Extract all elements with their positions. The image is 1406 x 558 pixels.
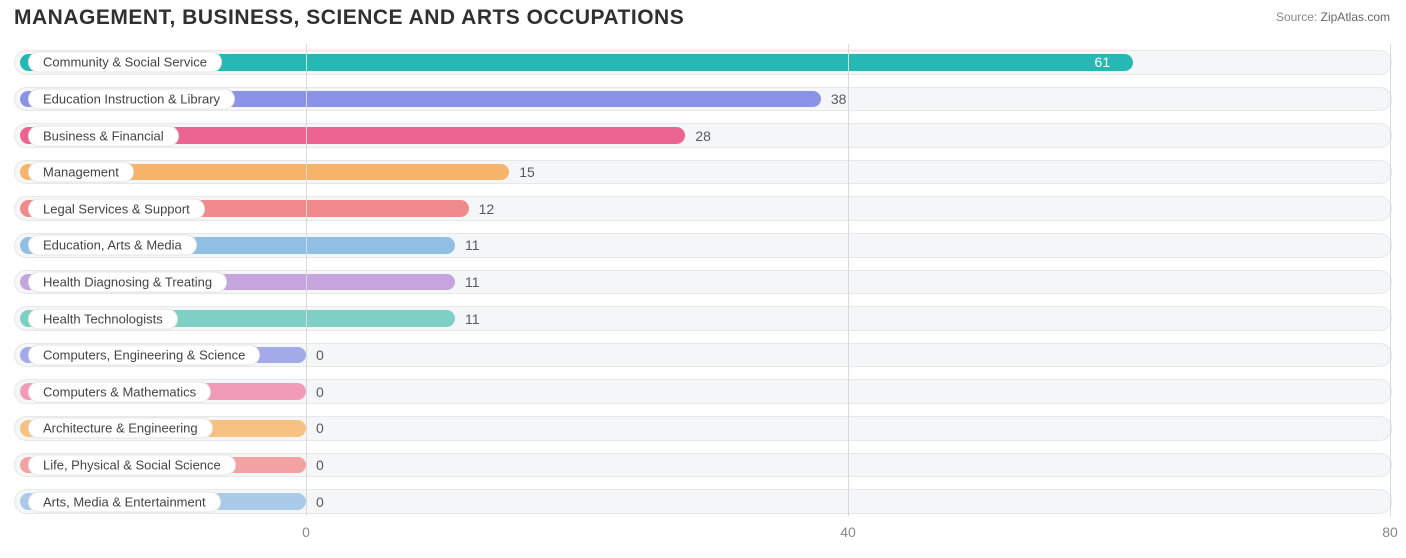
bar-category-label: Life, Physical & Social Science	[28, 455, 236, 476]
bar-category-label: Computers, Engineering & Science	[28, 345, 260, 366]
bar-category-label: Community & Social Service	[28, 52, 222, 73]
bar-row: Health Diagnosing & Treating 11	[14, 268, 1392, 297]
grid-line	[1390, 44, 1391, 516]
bar-value-label: 38	[831, 91, 847, 107]
grid-line	[306, 44, 307, 516]
bar-container: Community & Social Service 61 Education In…	[14, 48, 1392, 516]
bar-value-label: 0	[316, 347, 324, 363]
bar-row: Architecture & Engineering 0	[14, 414, 1392, 443]
bar-row: Computers & Mathematics 0	[14, 377, 1392, 406]
bar-row: Computers, Engineering & Science 0	[14, 341, 1392, 370]
x-tick-label: 80	[1382, 524, 1398, 540]
bar-category-label: Education, Arts & Media	[28, 235, 197, 256]
bar-category-label: Education Instruction & Library	[28, 88, 235, 109]
bar-row: Health Technologists 11	[14, 304, 1392, 333]
x-tick-label: 40	[840, 524, 856, 540]
chart-area: Community & Social Service 61 Education In…	[14, 44, 1392, 544]
x-tick-label: 0	[302, 524, 310, 540]
bar-category-label: Health Diagnosing & Treating	[28, 271, 227, 292]
bar-row: Arts, Media & Entertainment 0	[14, 487, 1392, 516]
bar-row: Community & Social Service 61	[14, 48, 1392, 77]
source-value: ZipAtlas.com	[1321, 10, 1390, 24]
bar-category-label: Business & Financial	[28, 125, 179, 146]
bar-row: Legal Services & Support 12	[14, 194, 1392, 223]
grid-line	[848, 44, 849, 516]
bar-row: Life, Physical & Social Science 0	[14, 451, 1392, 480]
bar-value-label: 11	[465, 274, 480, 290]
bar-category-label: Architecture & Engineering	[28, 418, 213, 439]
bar-category-label: Health Technologists	[28, 308, 178, 329]
chart-title: MANAGEMENT, BUSINESS, SCIENCE AND ARTS O…	[14, 6, 684, 30]
bar-row: Education Instruction & Library 38	[14, 85, 1392, 114]
bar-value-label: 0	[316, 420, 324, 436]
source-label: Source:	[1276, 10, 1317, 24]
bar-value-label: 0	[316, 384, 324, 400]
bar-row: Business & Financial 28	[14, 121, 1392, 150]
bar-value-label: 0	[316, 457, 324, 473]
bar-category-label: Computers & Mathematics	[28, 381, 211, 402]
bar-row: Management 15	[14, 158, 1392, 187]
source-attribution: Source: ZipAtlas.com	[1276, 10, 1390, 24]
bar-value-label: 15	[519, 164, 535, 180]
bar-category-label: Management	[28, 162, 134, 183]
bar-category-label: Legal Services & Support	[28, 198, 205, 219]
bar-row: Education, Arts & Media 11	[14, 231, 1392, 260]
bar-value-label: 61	[1095, 54, 1111, 70]
bar-value-label: 11	[465, 237, 480, 253]
bar-value-label: 28	[695, 128, 711, 144]
bar-value-label: 0	[316, 494, 324, 510]
bar-category-label: Arts, Media & Entertainment	[28, 491, 221, 512]
bar-value-label: 11	[465, 311, 480, 327]
bar-value-label: 12	[479, 201, 495, 217]
